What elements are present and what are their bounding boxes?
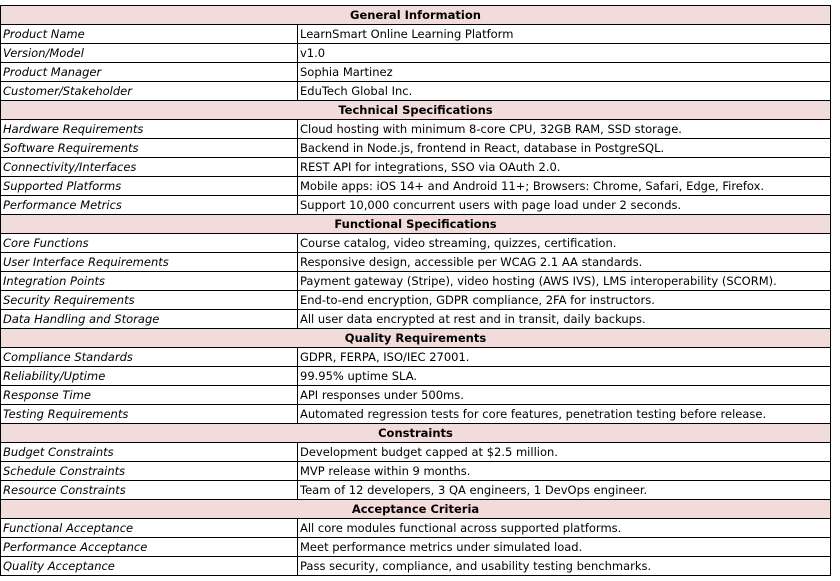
data-row: Supported Platforms Mobile apps: iOS 14+ …	[0, 176, 831, 196]
field-value: Team of 12 developers, 3 QA engineers, 1…	[297, 480, 831, 500]
data-row: Product Manager Sophia Martinez	[0, 62, 831, 82]
field-value: REST API for integrations, SSO via OAuth…	[297, 157, 831, 177]
section-title: Constraints	[0, 423, 831, 443]
field-label: Performance Metrics	[0, 195, 298, 215]
field-value: Backend in Node.js, frontend in React, d…	[297, 138, 831, 158]
data-row: Reliability/Uptime 99.95% uptime SLA.	[0, 366, 831, 386]
field-label: Compliance Standards	[0, 347, 298, 367]
section-title: Acceptance Criteria	[0, 499, 831, 519]
data-row: Resource Constraints Team of 12 developer…	[0, 480, 831, 500]
field-value: LearnSmart Online Learning Platform	[297, 24, 831, 44]
field-label: Hardware Requirements	[0, 119, 298, 139]
field-value: Course catalog, video streaming, quizzes…	[297, 233, 831, 253]
field-value: EduTech Global Inc.	[297, 81, 831, 101]
data-row: Software Requirements Backend in Node.js,…	[0, 138, 831, 158]
data-row: User Interface Requirements Responsive de…	[0, 252, 831, 272]
field-value: Support 10,000 concurrent users with pag…	[297, 195, 831, 215]
data-row: Compliance Standards GDPR, FERPA, ISO/IEC…	[0, 347, 831, 367]
data-row: Hardware Requirements Cloud hosting with …	[0, 119, 831, 139]
field-label: Supported Platforms	[0, 176, 298, 196]
field-value: API responses under 500ms.	[297, 385, 831, 405]
data-row: Testing Requirements Automated regression…	[0, 404, 831, 424]
spec-table: General Information Product Name LearnSmar…	[0, 5, 831, 576]
field-label: Functional Acceptance	[0, 518, 298, 538]
field-label: User Interface Requirements	[0, 252, 298, 272]
data-row: Functional Acceptance All core modules fu…	[0, 518, 831, 538]
field-value: v1.0	[297, 43, 831, 63]
data-row: Core Functions Course catalog, video stre…	[0, 233, 831, 253]
data-row: Performance Metrics Support 10,000 concur…	[0, 195, 831, 215]
section-row: Constraints	[0, 423, 831, 443]
section-row: Acceptance Criteria	[0, 499, 831, 519]
field-value: Development budget capped at $2.5 millio…	[297, 442, 831, 462]
field-value: Mobile apps: iOS 14+ and Android 11+; Br…	[297, 176, 831, 196]
table-body: General Information Product Name LearnSmar…	[0, 5, 831, 576]
field-label: Product Name	[0, 24, 298, 44]
section-title: Functional Specifications	[0, 214, 831, 234]
section-row: General Information	[0, 5, 831, 25]
field-value: Cloud hosting with minimum 8-core CPU, 3…	[297, 119, 831, 139]
field-value: GDPR, FERPA, ISO/IEC 27001.	[297, 347, 831, 367]
section-row: Functional Specifications	[0, 214, 831, 234]
section-row: Quality Requirements	[0, 328, 831, 348]
data-row: Customer/Stakeholder EduTech Global Inc.	[0, 81, 831, 101]
field-label: Product Manager	[0, 62, 298, 82]
section-title: General Information	[0, 5, 831, 25]
section-title: Quality Requirements	[0, 328, 831, 348]
field-label: Customer/Stakeholder	[0, 81, 298, 101]
data-row: Budget Constraints Development budget cap…	[0, 442, 831, 462]
field-value: Responsive design, accessible per WCAG 2…	[297, 252, 831, 272]
field-value: Pass security, compliance, and usability…	[297, 556, 831, 576]
field-label: Reliability/Uptime	[0, 366, 298, 386]
field-label: Budget Constraints	[0, 442, 298, 462]
field-label: Core Functions	[0, 233, 298, 253]
field-label: Schedule Constraints	[0, 461, 298, 481]
field-label: Security Requirements	[0, 290, 298, 310]
field-label: Response Time	[0, 385, 298, 405]
field-value: Meet performance metrics under simulated…	[297, 537, 831, 557]
field-value: Automated regression tests for core feat…	[297, 404, 831, 424]
field-value: Payment gateway (Stripe), video hosting …	[297, 271, 831, 291]
field-value: End-to-end encryption, GDPR compliance, …	[297, 290, 831, 310]
data-row: Quality Acceptance Pass security, complia…	[0, 556, 831, 576]
data-row: Product Name LearnSmart Online Learning P…	[0, 24, 831, 44]
section-title: Technical Specifications	[0, 100, 831, 120]
field-label: Testing Requirements	[0, 404, 298, 424]
field-label: Quality Acceptance	[0, 556, 298, 576]
field-value: Sophia Martinez	[297, 62, 831, 82]
field-label: Software Requirements	[0, 138, 298, 158]
data-row: Connectivity/Interfaces REST API for inte…	[0, 157, 831, 177]
field-value: All user data encrypted at rest and in t…	[297, 309, 831, 329]
field-label: Data Handling and Storage	[0, 309, 298, 329]
data-row: Performance Acceptance Meet performance m…	[0, 537, 831, 557]
field-label: Resource Constraints	[0, 480, 298, 500]
field-label: Version/Model	[0, 43, 298, 63]
field-value: 99.95% uptime SLA.	[297, 366, 831, 386]
field-label: Performance Acceptance	[0, 537, 298, 557]
field-value: All core modules functional across suppo…	[297, 518, 831, 538]
field-value: MVP release within 9 months.	[297, 461, 831, 481]
data-row: Integration Points Payment gateway (Strip…	[0, 271, 831, 291]
field-label: Integration Points	[0, 271, 298, 291]
data-row: Data Handling and Storage All user data e…	[0, 309, 831, 329]
data-row: Response Time API responses under 500ms.	[0, 385, 831, 405]
field-label: Connectivity/Interfaces	[0, 157, 298, 177]
data-row: Version/Model v1.0	[0, 43, 831, 63]
data-row: Schedule Constraints MVP release within 9…	[0, 461, 831, 481]
data-row: Security Requirements End-to-end encrypti…	[0, 290, 831, 310]
section-row: Technical Specifications	[0, 100, 831, 120]
